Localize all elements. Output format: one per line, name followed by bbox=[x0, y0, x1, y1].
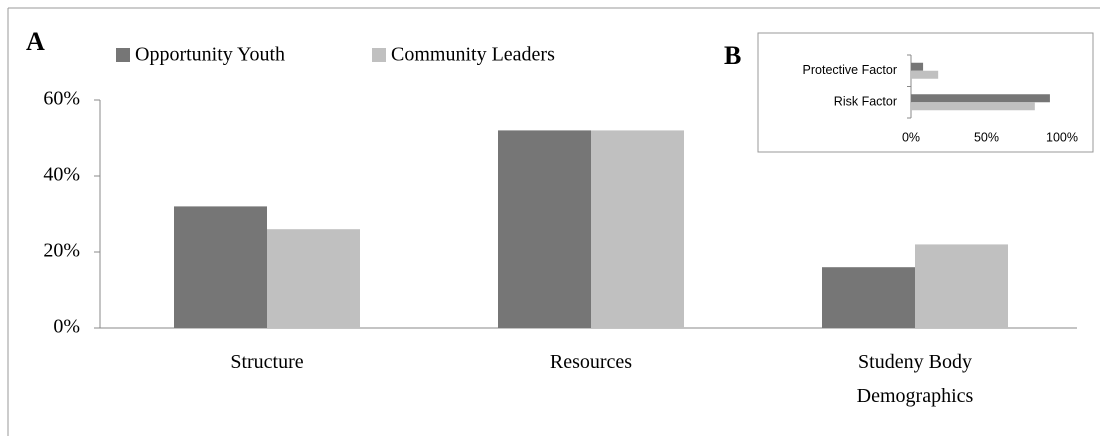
y-tick-label: 0% bbox=[53, 316, 80, 338]
bar bbox=[591, 130, 684, 328]
bar bbox=[822, 267, 915, 328]
bar bbox=[498, 130, 591, 328]
bar bbox=[174, 206, 267, 328]
bar bbox=[911, 94, 1050, 103]
y-tick-label: 40% bbox=[43, 164, 80, 186]
legend-label: Community Leaders bbox=[391, 44, 555, 66]
bar bbox=[915, 244, 1008, 328]
inset-frame bbox=[757, 32, 1094, 153]
bar bbox=[267, 229, 360, 328]
legend-swatch bbox=[116, 48, 130, 62]
bar bbox=[911, 62, 924, 71]
panel-label: A bbox=[26, 27, 45, 56]
panel-label: B bbox=[724, 41, 741, 70]
x-tick-label: Structure bbox=[230, 351, 304, 373]
y-tick-label: 60% bbox=[43, 88, 80, 110]
bar bbox=[911, 70, 939, 79]
x-tick-label: Studeny Body Demographics bbox=[856, 351, 974, 407]
y-tick-label: Risk Factor bbox=[834, 95, 897, 109]
y-tick-label: Protective Factor bbox=[803, 63, 897, 77]
y-tick-label: 20% bbox=[43, 240, 80, 262]
x-tick-label: 50% bbox=[974, 130, 999, 144]
x-tick-label: 100% bbox=[1046, 130, 1078, 144]
x-tick-label: 0% bbox=[902, 130, 920, 144]
legend-label: Opportunity Youth bbox=[135, 44, 285, 66]
x-tick-label: Resources bbox=[549, 351, 633, 373]
bar bbox=[911, 102, 1035, 111]
legend-swatch bbox=[372, 48, 386, 62]
